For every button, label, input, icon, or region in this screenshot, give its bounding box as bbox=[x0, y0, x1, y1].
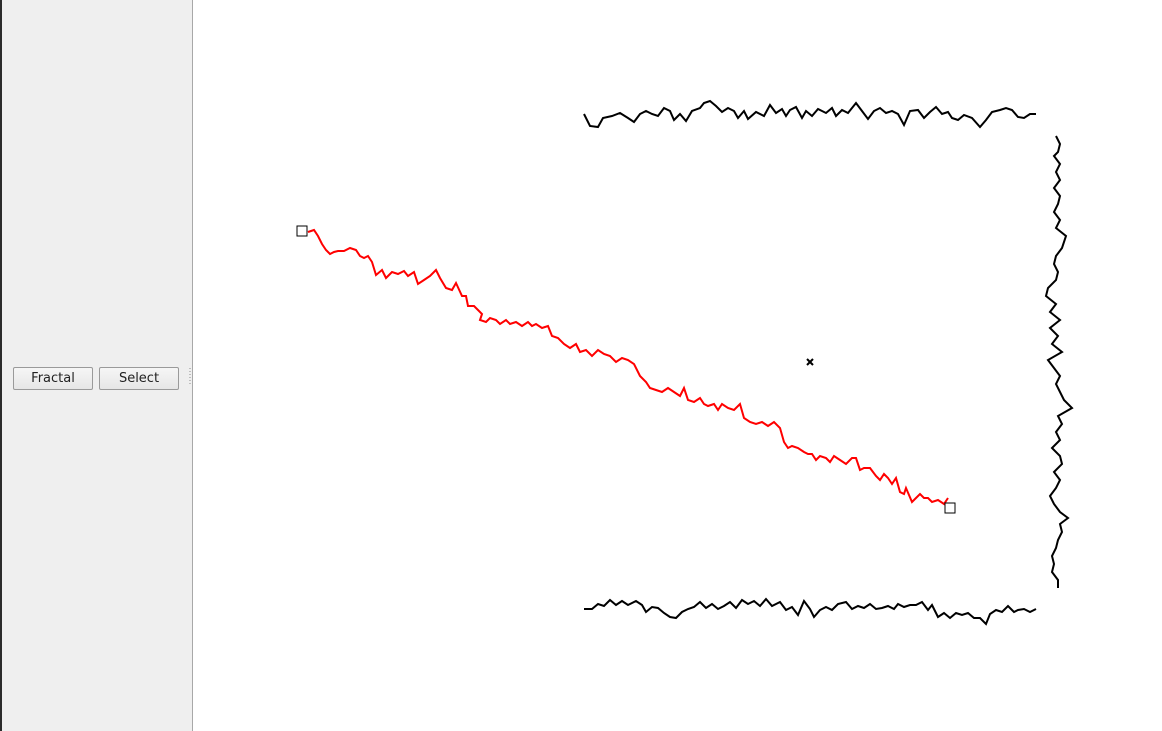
tool-panel: Fractal Select bbox=[2, 0, 193, 731]
drawing-canvas[interactable] bbox=[193, 0, 1162, 731]
square-handle-icon[interactable] bbox=[296, 225, 308, 237]
window-edge bbox=[0, 0, 2, 731]
x-mark-icon bbox=[806, 358, 814, 366]
fractal-line-top[interactable] bbox=[583, 99, 1036, 129]
fractal-button[interactable]: Fractal bbox=[13, 367, 93, 390]
fractal-line-right[interactable] bbox=[1044, 135, 1074, 588]
select-button[interactable]: Select bbox=[99, 367, 179, 390]
square-handle-icon[interactable] bbox=[944, 502, 956, 514]
panel-splitter-grip[interactable] bbox=[189, 368, 191, 386]
fractal-line-selected[interactable] bbox=[307, 228, 949, 506]
fractal-line-bottom[interactable] bbox=[584, 597, 1037, 626]
